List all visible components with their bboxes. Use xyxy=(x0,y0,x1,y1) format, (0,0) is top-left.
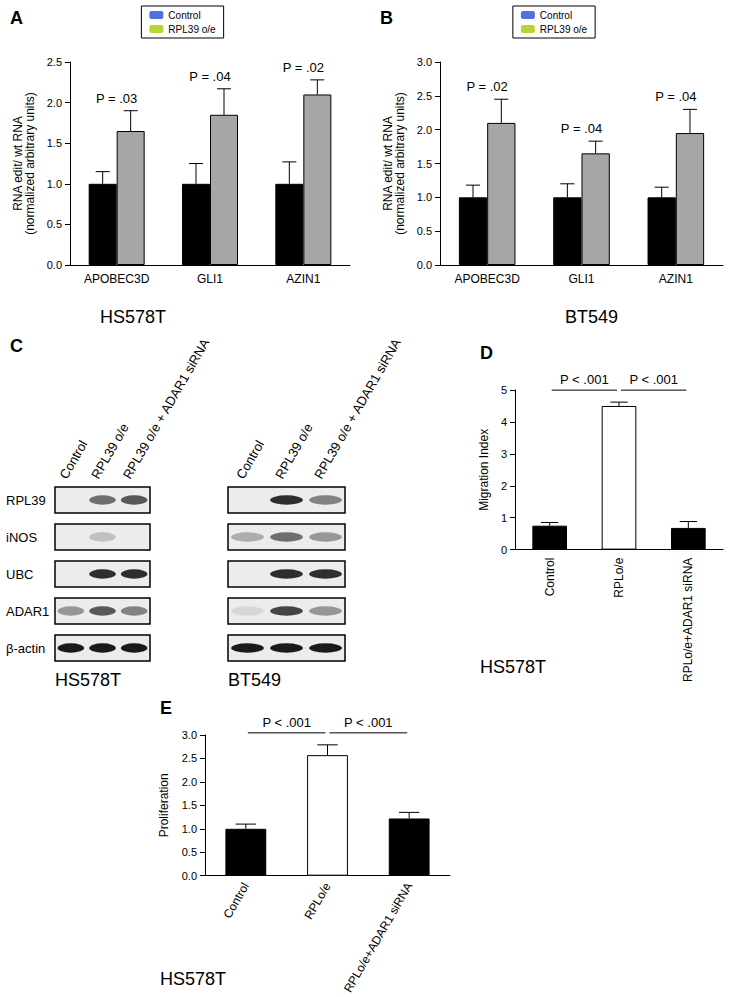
svg-text:4: 4 xyxy=(501,416,507,428)
svg-text:P = .04: P = .04 xyxy=(189,69,230,84)
svg-text:P = .04: P = .04 xyxy=(561,121,602,136)
svg-text:A: A xyxy=(10,8,23,28)
svg-text:HS578T: HS578T xyxy=(480,657,546,677)
svg-text:UBC: UBC xyxy=(6,567,33,582)
svg-text:BT549: BT549 xyxy=(228,670,281,690)
svg-text:Control: Control xyxy=(56,438,90,482)
svg-text:Control: Control xyxy=(168,10,200,21)
svg-text:1.0: 1.0 xyxy=(182,823,197,835)
svg-text:HS578T: HS578T xyxy=(100,307,166,327)
svg-text:Control: Control xyxy=(543,558,557,597)
svg-text:D: D xyxy=(480,343,493,363)
svg-text:Proliferation: Proliferation xyxy=(157,773,171,837)
svg-text:GLI1: GLI1 xyxy=(197,272,223,286)
svg-text:0: 0 xyxy=(501,544,507,556)
svg-text:P < .001: P < .001 xyxy=(560,372,609,387)
svg-text:2.0: 2.0 xyxy=(417,124,432,136)
svg-text:(normalized arbitrary units): (normalized arbitrary units) xyxy=(23,92,37,235)
svg-text:3.0: 3.0 xyxy=(182,729,197,741)
svg-text:β-actin: β-actin xyxy=(6,641,45,656)
svg-text:P = .02: P = .02 xyxy=(283,60,324,75)
svg-text:RPLo/e: RPLo/e xyxy=(612,557,626,597)
svg-text:2.5: 2.5 xyxy=(417,90,432,102)
svg-text:Control: Control xyxy=(220,880,251,920)
svg-text:2.5: 2.5 xyxy=(47,56,62,68)
svg-text:1.0: 1.0 xyxy=(417,191,432,203)
svg-text:P < .001: P < .001 xyxy=(629,372,678,387)
svg-text:P < .001: P < .001 xyxy=(344,715,393,730)
svg-text:Control: Control xyxy=(540,10,572,21)
svg-text:RPLo/e: RPLo/e xyxy=(301,880,333,922)
svg-text:1: 1 xyxy=(501,512,507,524)
svg-text:3: 3 xyxy=(501,448,507,460)
svg-text:0.0: 0.0 xyxy=(47,259,62,271)
svg-text:APOBEC3D: APOBEC3D xyxy=(454,272,520,286)
svg-text:HS578T: HS578T xyxy=(55,670,121,690)
svg-text:3.0: 3.0 xyxy=(417,56,432,68)
svg-text:2.0: 2.0 xyxy=(182,776,197,788)
svg-text:RPLo/e+ADAR1 siRNA: RPLo/e+ADAR1 siRNA xyxy=(341,880,415,995)
svg-text:RPL39: RPL39 xyxy=(6,493,46,508)
svg-text:iNOS: iNOS xyxy=(6,530,37,545)
svg-text:Migration Index: Migration Index xyxy=(477,429,491,511)
svg-text:E: E xyxy=(160,698,172,718)
svg-text:GLI1: GLI1 xyxy=(568,272,594,286)
svg-text:APOBEC3D: APOBEC3D xyxy=(84,272,150,286)
svg-text:0.5: 0.5 xyxy=(417,225,432,237)
svg-text:HS578T: HS578T xyxy=(160,969,226,989)
svg-text:C: C xyxy=(10,336,23,356)
svg-text:RPL39 o/e: RPL39 o/e xyxy=(272,421,316,482)
svg-text:0.5: 0.5 xyxy=(182,846,197,858)
svg-text:P = .03: P = .03 xyxy=(96,91,137,106)
svg-text:P = .04: P = .04 xyxy=(655,89,696,104)
svg-text:RPLo/e+ADAR1 siRNA: RPLo/e+ADAR1 siRNA xyxy=(681,558,695,682)
svg-text:B: B xyxy=(380,8,393,28)
svg-text:RPL39 o/e: RPL39 o/e xyxy=(540,24,588,35)
svg-text:RPL39 o/e + ADAR1 siRNA: RPL39 o/e + ADAR1 siRNA xyxy=(120,336,213,482)
svg-text:RPL39 o/e: RPL39 o/e xyxy=(168,24,216,35)
svg-text:RNA edit/ wt RNA: RNA edit/ wt RNA xyxy=(380,116,395,211)
svg-text:AZIN1: AZIN1 xyxy=(659,272,693,286)
svg-text:Control: Control xyxy=(233,438,267,482)
svg-text:BT549: BT549 xyxy=(565,307,618,327)
svg-text:AZIN1: AZIN1 xyxy=(286,272,320,286)
svg-text:ADAR1: ADAR1 xyxy=(6,604,49,619)
svg-text:RPL39 o/e: RPL39 o/e xyxy=(88,420,132,482)
svg-text:5: 5 xyxy=(501,384,507,396)
svg-text:2.5: 2.5 xyxy=(182,752,197,764)
svg-text:P < .001: P < .001 xyxy=(262,715,311,730)
svg-text:0.5: 0.5 xyxy=(47,218,62,230)
svg-text:1.0: 1.0 xyxy=(47,178,62,190)
svg-text:2: 2 xyxy=(501,480,507,492)
svg-text:P = .02: P = .02 xyxy=(467,79,508,94)
svg-text:1.5: 1.5 xyxy=(182,799,197,811)
svg-text:RPL39 o/e + ADAR1 siRNA: RPL39 o/e + ADAR1 siRNA xyxy=(311,336,404,482)
svg-text:0.0: 0.0 xyxy=(182,870,197,882)
svg-text:(normalized arbitrary units): (normalized arbitrary units) xyxy=(393,92,407,235)
svg-text:2.0: 2.0 xyxy=(47,97,62,109)
svg-text:0.0: 0.0 xyxy=(417,259,432,271)
svg-text:1.5: 1.5 xyxy=(417,158,432,170)
svg-text:1.5: 1.5 xyxy=(47,137,62,149)
svg-text:RNA edit/ wt RNA: RNA edit/ wt RNA xyxy=(10,116,25,211)
